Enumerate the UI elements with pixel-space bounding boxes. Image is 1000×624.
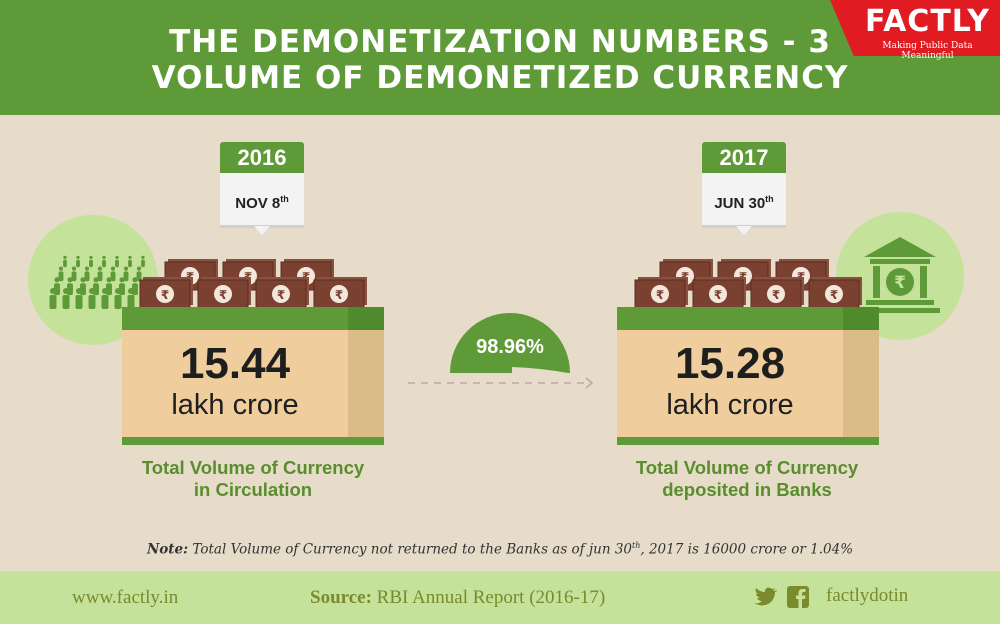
person-figure bbox=[80, 277, 86, 296]
person-figure bbox=[54, 277, 60, 296]
person-figure bbox=[63, 255, 67, 268]
calendar-year: 2017 bbox=[702, 142, 786, 173]
rupee-note: ₹ bbox=[255, 277, 309, 308]
calendar-year: 2016 bbox=[220, 142, 304, 173]
people-crowd-icon bbox=[49, 255, 145, 309]
person-figure bbox=[89, 255, 93, 268]
calendar-date: NOV 8th bbox=[220, 173, 304, 228]
circulation-box: 15.44 lakh crore bbox=[122, 307, 384, 445]
svg-text:₹: ₹ bbox=[335, 288, 343, 302]
person-figure bbox=[93, 277, 99, 296]
footer bbox=[0, 571, 1000, 624]
svg-text:₹: ₹ bbox=[277, 288, 285, 302]
deposited-value: 15.28 bbox=[674, 339, 786, 388]
percent-gauge bbox=[408, 313, 594, 389]
person-figure bbox=[128, 255, 132, 268]
social-handle[interactable]: factlydotin bbox=[826, 585, 909, 606]
person-figure bbox=[123, 266, 129, 282]
rupee-note: ₹ bbox=[139, 277, 193, 308]
circulation-unit: lakh crore bbox=[171, 389, 299, 421]
rupee-note: ₹ bbox=[634, 277, 688, 308]
title-line-1: THE DEMONETIZATION NUMBERS - 3 bbox=[169, 24, 831, 60]
svg-text:₹: ₹ bbox=[161, 288, 169, 302]
calendar-2016: 2016 NOV 8th bbox=[220, 142, 304, 235]
person-figure bbox=[136, 266, 142, 282]
person-figure bbox=[84, 266, 90, 282]
person-figure bbox=[115, 255, 119, 268]
gauge-label: 98.96% bbox=[476, 336, 544, 358]
circulation-caption: Total Volume of Currency in Circulation bbox=[141, 457, 365, 500]
rupee-note: ₹ bbox=[197, 277, 251, 308]
person-figure bbox=[119, 277, 125, 296]
svg-text:₹: ₹ bbox=[894, 273, 906, 293]
deposited-caption: Total Volume of Currency deposited in Ban… bbox=[635, 457, 859, 500]
svg-text:₹: ₹ bbox=[219, 288, 227, 302]
svg-text:₹: ₹ bbox=[656, 288, 664, 302]
person-figure bbox=[106, 277, 112, 296]
calendar-2017: 2017 JUN 30th bbox=[702, 142, 786, 235]
gauge-needle bbox=[512, 367, 568, 373]
person-figure bbox=[141, 255, 145, 268]
source-text: Source: RBI Annual Report (2016-17) bbox=[310, 587, 606, 608]
money-stack-left: ₹₹₹₹₹₹₹ bbox=[139, 259, 367, 308]
person-figure bbox=[97, 266, 103, 282]
bank-rupee-icon: ₹ bbox=[860, 237, 940, 313]
twitter-icon[interactable] bbox=[754, 587, 778, 607]
person-figure bbox=[67, 277, 73, 296]
svg-text:₹: ₹ bbox=[772, 288, 780, 302]
person-figure bbox=[71, 266, 77, 282]
person-figure bbox=[58, 266, 64, 282]
website-link[interactable]: www.factly.in bbox=[72, 587, 179, 608]
logo-badge bbox=[830, 0, 1000, 56]
person-figure bbox=[76, 255, 80, 268]
logo-text: FACTLY bbox=[865, 4, 990, 39]
circulation-value: 15.44 bbox=[179, 339, 291, 388]
svg-text:₹: ₹ bbox=[830, 288, 838, 302]
calendar-date: JUN 30th bbox=[702, 173, 786, 228]
money-stack-right: ₹₹₹₹₹₹₹ bbox=[634, 259, 862, 308]
deposited-unit: lakh crore bbox=[666, 389, 794, 421]
title-line-2: VOLUME OF DEMONETIZED CURRENCY bbox=[151, 60, 849, 96]
deposited-box: 15.28 lakh crore bbox=[617, 307, 879, 445]
gauge-arc bbox=[450, 313, 570, 373]
facebook-icon[interactable] bbox=[787, 586, 809, 608]
svg-text:₹: ₹ bbox=[714, 288, 722, 302]
header-banner bbox=[0, 0, 1000, 115]
person-figure bbox=[110, 266, 116, 282]
rupee-note: ₹ bbox=[692, 277, 746, 308]
rupee-note: ₹ bbox=[750, 277, 804, 308]
rupee-note: ₹ bbox=[313, 277, 367, 308]
person-figure bbox=[102, 255, 106, 268]
rupee-note: ₹ bbox=[808, 277, 862, 308]
note-text: Note: Total Volume of Currency not retur… bbox=[146, 541, 854, 558]
logo-tagline: Making Public Data Meaningful bbox=[882, 41, 973, 61]
person-figure bbox=[132, 277, 138, 296]
